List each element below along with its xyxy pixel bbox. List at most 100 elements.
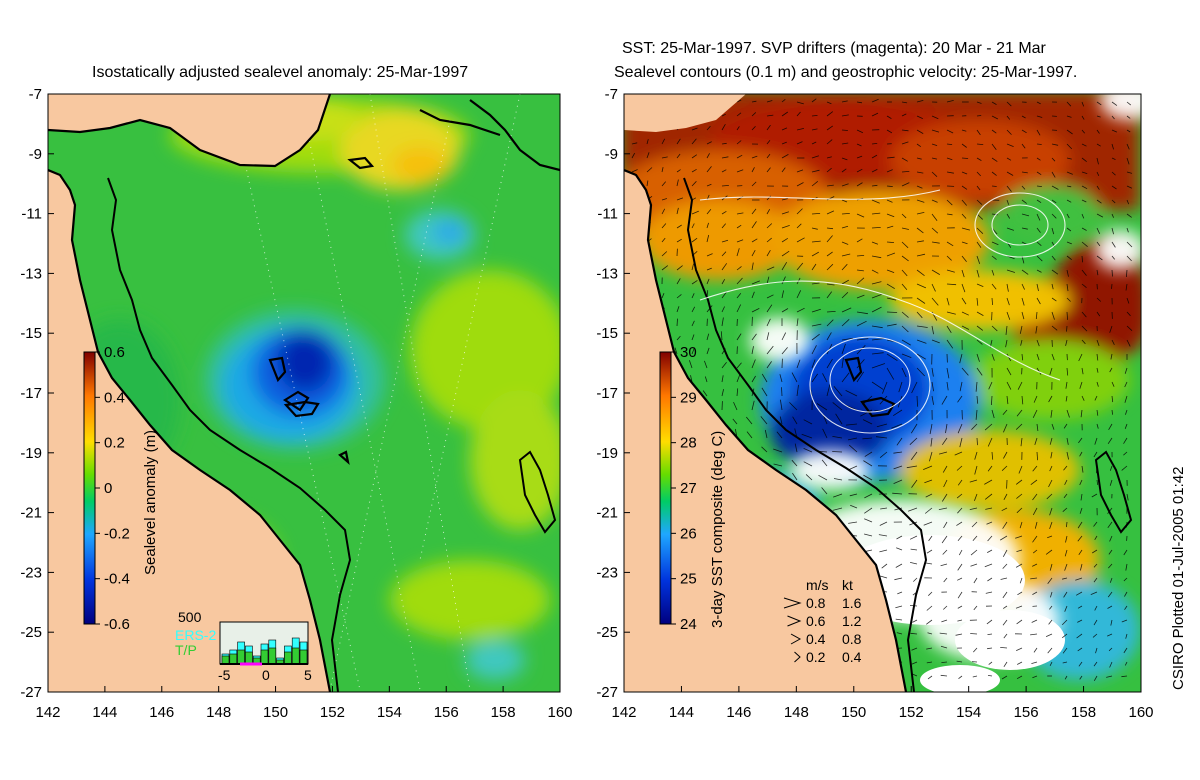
lat-tick-label: -23 xyxy=(596,564,618,581)
lon-tick-label: 146 xyxy=(726,704,751,721)
velocity-key-arrow xyxy=(794,651,801,663)
colorbar-tick-label: 0.4 xyxy=(104,389,125,406)
inset-xtick: -5 xyxy=(218,667,231,683)
lon-tick-label: 142 xyxy=(35,704,60,721)
lat-tick-label: -19 xyxy=(596,445,618,462)
sst-colorbar: 30 29 28 27 26 25 24 3-day SST composite (deg … xyxy=(659,344,726,633)
inset-bar-tp xyxy=(237,649,245,665)
inset-series-tp: T/P xyxy=(175,642,197,658)
lat-tick-label: -21 xyxy=(596,505,618,522)
lon-tick-label: 152 xyxy=(899,704,924,721)
colorbar-tick-label: 24 xyxy=(680,616,697,633)
lon-tick-label: 144 xyxy=(92,704,117,721)
colorbar-tick-label: 30 xyxy=(680,344,697,361)
colorbar-tick-label: -0.4 xyxy=(104,571,130,588)
left-panel-title: Isostatically adjusted sealevel anomaly:… xyxy=(92,64,469,81)
lon-tick-label: 150 xyxy=(841,704,866,721)
velocity-key-header-ms: m/s xyxy=(806,577,829,593)
colorbar-tick-label: 0 xyxy=(104,480,112,497)
lon-tick-label: 160 xyxy=(1128,704,1153,721)
lon-tick-label: 160 xyxy=(547,704,572,721)
inset-bar-tp xyxy=(268,647,277,665)
lon-tick-label: 158 xyxy=(1071,704,1096,721)
inset-bar-tp xyxy=(299,649,308,665)
velocity-key-kt: 1.6 xyxy=(842,595,862,611)
lon-tick-label: 156 xyxy=(1014,704,1039,721)
inset-bar-tp xyxy=(260,649,269,665)
lon-tick-label: 144 xyxy=(669,704,694,721)
velocity-key-arrow xyxy=(787,615,802,627)
inset-ymax-label: 500 xyxy=(178,609,202,625)
axes-ticks: 142 144 146 148 150 152 154 156 158 160 -7 -9 -11 -13… xyxy=(20,86,1153,721)
lon-tick-label: 152 xyxy=(320,704,345,721)
sealevel-colorbar-label: Sealevel anomaly (m) xyxy=(142,430,159,575)
lat-tick-label: -19 xyxy=(20,445,42,462)
inset-xtick: 0 xyxy=(262,667,270,683)
sst-colorbar-label: 3-day SST composite (deg C) xyxy=(709,431,726,628)
velocity-key-kt: 0.4 xyxy=(842,649,862,665)
lat-tick-label: -25 xyxy=(20,624,42,641)
lon-tick-label: 158 xyxy=(491,704,516,721)
sealevel-map xyxy=(48,94,560,692)
right-panel-title-line2: Sealevel contours (0.1 m) and geostrophi… xyxy=(614,64,1078,81)
velocity-key: m/s kt 0.8 1.6 0.6 1.2 0.4 0.8 0.2 0.4 xyxy=(783,577,862,665)
lon-tick-label: 148 xyxy=(206,704,231,721)
inset-series-ers2: ERS-2 xyxy=(175,627,216,643)
inset-xtick: 5 xyxy=(304,667,312,683)
velocity-key-header-kt: kt xyxy=(842,577,853,593)
lon-tick-label: 150 xyxy=(263,704,288,721)
colorbar-tick-label: 28 xyxy=(680,435,697,452)
australia-land xyxy=(48,170,330,692)
inset-bar-tp xyxy=(221,655,230,665)
lat-tick-label: -13 xyxy=(20,265,42,282)
colorbar-tick-label: -0.2 xyxy=(104,525,130,542)
colorbar-tick-label: 25 xyxy=(680,571,697,588)
colorbar-tick-label: -0.6 xyxy=(104,616,130,633)
sst-map xyxy=(624,94,1141,692)
colorbar-tick-label: 0.2 xyxy=(104,435,125,452)
lon-tick-label: 154 xyxy=(956,704,981,721)
velocity-key-kt: 1.2 xyxy=(842,613,862,629)
colorbar-tick-label: 29 xyxy=(680,389,697,406)
lat-tick-label: -9 xyxy=(29,146,42,163)
velocity-key-ms: 0.4 xyxy=(806,631,826,647)
inset-bar-tp xyxy=(245,651,253,665)
velocity-key-kt: 0.8 xyxy=(842,631,862,647)
australia-land xyxy=(624,170,906,692)
inset-bar-tp xyxy=(284,651,292,665)
velocity-key-ms: 0.2 xyxy=(806,649,826,665)
lat-tick-label: -27 xyxy=(20,684,42,701)
colorbar-tick-label: 0.6 xyxy=(104,344,125,361)
lat-tick-label: -21 xyxy=(20,505,42,522)
lat-tick-label: -15 xyxy=(596,325,618,342)
lat-tick-label: -23 xyxy=(20,564,42,581)
right-panel-title-line1: SST: 25-Mar-1997. SVP drifters (magenta)… xyxy=(622,40,1046,57)
lat-tick-label: -7 xyxy=(29,86,42,103)
lat-tick-label: -13 xyxy=(596,265,618,282)
velocity-key-ms: 0.8 xyxy=(806,595,826,611)
velocity-key-arrow xyxy=(783,597,802,609)
lat-tick-label: -15 xyxy=(20,325,42,342)
lon-tick-label: 146 xyxy=(149,704,174,721)
track-count-inset: 500 ERS-2 T/P -5 0 5 xyxy=(175,609,312,683)
lat-tick-label: -17 xyxy=(596,385,618,402)
lat-tick-label: -9 xyxy=(605,146,618,163)
colorbar-tick-label: 27 xyxy=(680,480,697,497)
velocity-key-arrow xyxy=(790,633,802,645)
lat-tick-label: -11 xyxy=(597,206,618,223)
lat-tick-label: -25 xyxy=(596,624,618,641)
lon-tick-label: 156 xyxy=(434,704,459,721)
lon-tick-label: 142 xyxy=(611,704,636,721)
lat-tick-label: -7 xyxy=(605,86,618,103)
sealevel-colorbar: 0.6 0.4 0.2 0 -0.2 -0.4 -0.6 Sealevel anomaly … xyxy=(83,344,159,633)
lat-tick-label: -11 xyxy=(21,206,42,223)
inset-bar-tp xyxy=(291,647,300,665)
inset-bar-tp xyxy=(229,653,238,665)
credit-text: CSIRO Plotted 01-Jul-2005 01:42 xyxy=(1170,466,1187,690)
lat-tick-label: -17 xyxy=(20,385,42,402)
colorbar-tick-label: 26 xyxy=(680,525,697,542)
lon-tick-label: 148 xyxy=(784,704,809,721)
velocity-key-ms: 0.6 xyxy=(806,613,826,629)
lat-tick-label: -27 xyxy=(596,684,618,701)
